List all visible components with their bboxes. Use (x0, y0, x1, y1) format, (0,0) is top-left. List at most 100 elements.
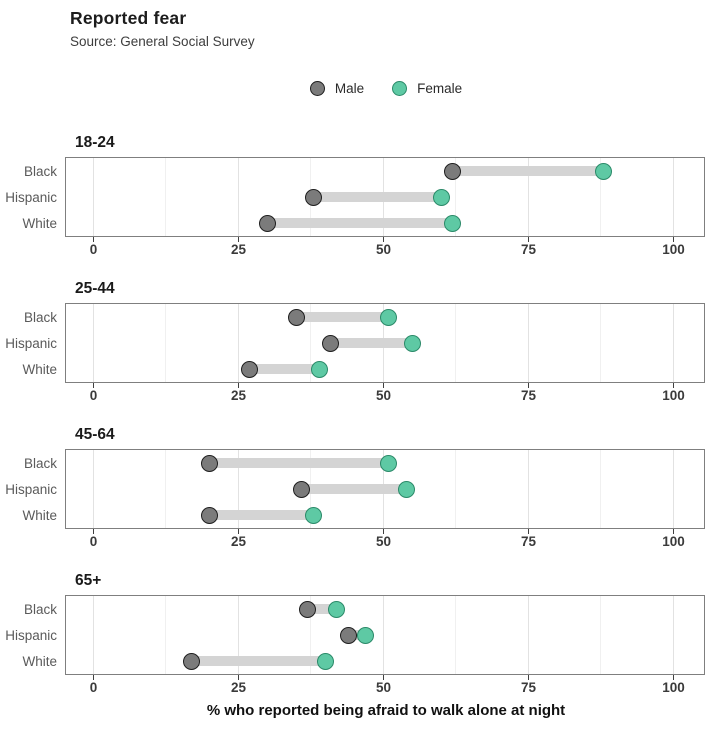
x-tick-mark (92, 529, 95, 534)
x-tick-label: 25 (230, 680, 247, 695)
range-bar (348, 630, 366, 640)
x-tick-label: 0 (89, 242, 98, 257)
x-axis: 0 25 50 75 100 (0, 529, 714, 553)
grid-line-major (237, 158, 239, 236)
x-tick-mark (672, 237, 675, 242)
grid-line-major (527, 158, 529, 236)
x-tick-label: 50 (375, 242, 392, 257)
grid-line-major (527, 596, 529, 674)
x-tick-mark (527, 383, 530, 388)
legend: Male Female (66, 79, 706, 97)
legend-label-male: Male (334, 80, 365, 96)
x-tick-label: 0 (89, 534, 98, 549)
grid-line-minor (165, 596, 166, 674)
grid-line-major (237, 450, 239, 528)
x-tick-label: 75 (520, 388, 537, 403)
female-dot (432, 188, 450, 206)
male-dot (183, 652, 201, 670)
facet: 65+ Black Hispanic White 0 25 50 75 100 (0, 571, 714, 699)
x-tick-mark (672, 529, 675, 534)
x-tick-label: 25 (230, 534, 247, 549)
male-dot (304, 188, 322, 206)
x-tick-label: 25 (230, 388, 247, 403)
x-tick-mark (92, 383, 95, 388)
x-tick-mark (527, 675, 530, 680)
female-dot (328, 600, 346, 618)
dumbbell-row (66, 450, 704, 476)
grid-line-minor (310, 304, 311, 382)
grid-line-minor (600, 304, 601, 382)
male-dot (339, 626, 357, 644)
male-dot (322, 334, 340, 352)
chart-title: Reported fear (70, 8, 187, 28)
x-tick-label: 100 (662, 680, 685, 695)
grid-line-minor (165, 304, 166, 382)
grid-line-minor (165, 158, 166, 236)
female-dot (357, 626, 375, 644)
x-tick-mark (237, 383, 240, 388)
x-tick-label: 100 (662, 534, 685, 549)
dumbbell-row (66, 330, 704, 356)
y-axis-labels: Black Hispanic White (0, 595, 65, 675)
range-bar (209, 458, 389, 468)
range-bar (301, 484, 407, 494)
range-bar (313, 192, 441, 202)
female-dot (594, 162, 612, 180)
range-bar (209, 510, 314, 520)
x-tick-mark (92, 675, 95, 680)
facet-body: Black Hispanic White (0, 449, 714, 529)
grid-line-major (672, 304, 674, 382)
grid-line-major (237, 304, 239, 382)
female-dot (444, 214, 462, 232)
male-legend-dot-icon (309, 80, 325, 96)
chart-subtitle: Source: General Social Survey (70, 34, 255, 49)
grid-line-minor (600, 158, 601, 236)
female-dot (397, 480, 415, 498)
x-tick-mark (237, 529, 240, 534)
y-axis-label: White (22, 215, 57, 231)
dumbbell-row (66, 596, 704, 622)
y-axis-labels: Black Hispanic White (0, 157, 65, 237)
facet-body: Black Hispanic White (0, 157, 714, 237)
dumbbell-rows (66, 304, 704, 382)
grid-line-minor (600, 450, 601, 528)
grid-line-minor (455, 304, 456, 382)
y-axis-label: Hispanic (5, 189, 57, 205)
male-dot (200, 454, 218, 472)
female-dot (403, 334, 421, 352)
x-tick-mark (382, 383, 385, 388)
x-tick-mark (527, 529, 530, 534)
dumbbell-row (66, 476, 704, 502)
x-tick-label: 75 (520, 680, 537, 695)
dumbbell-row (66, 184, 704, 210)
dumbbell-row (66, 648, 704, 674)
grid-line-major (92, 596, 94, 674)
range-bar (330, 338, 412, 348)
dumbbell-rows (66, 158, 704, 236)
x-tick-mark (672, 383, 675, 388)
legend-item-female: Female (392, 80, 462, 96)
y-axis-labels: Black Hispanic White (0, 303, 65, 383)
grid-line-minor (455, 158, 456, 236)
female-dot (380, 308, 398, 326)
dumbbell-row (66, 304, 704, 330)
y-axis-label: Hispanic (5, 627, 57, 643)
facet: 45-64 Black Hispanic White 0 25 50 75 100 (0, 425, 714, 553)
x-axis: 0 25 50 75 100 (0, 237, 714, 261)
x-tick-mark (672, 675, 675, 680)
dumbbell-row (66, 622, 704, 648)
grid-line-major (527, 304, 529, 382)
male-dot (200, 506, 218, 524)
facet: 18-24 Black Hispanic White 0 25 50 75 100 (0, 133, 714, 261)
x-tick-mark (382, 675, 385, 680)
x-tick-mark (237, 675, 240, 680)
female-legend-dot-icon (392, 80, 408, 96)
grid-line-major (382, 596, 384, 674)
male-dot (293, 480, 311, 498)
y-axis-label: Black (23, 455, 57, 471)
grid-line-minor (165, 450, 166, 528)
grid-line-major (672, 450, 674, 528)
male-dot (299, 600, 317, 618)
dumbbell-row (66, 356, 704, 382)
x-axis-spacer (0, 383, 67, 407)
